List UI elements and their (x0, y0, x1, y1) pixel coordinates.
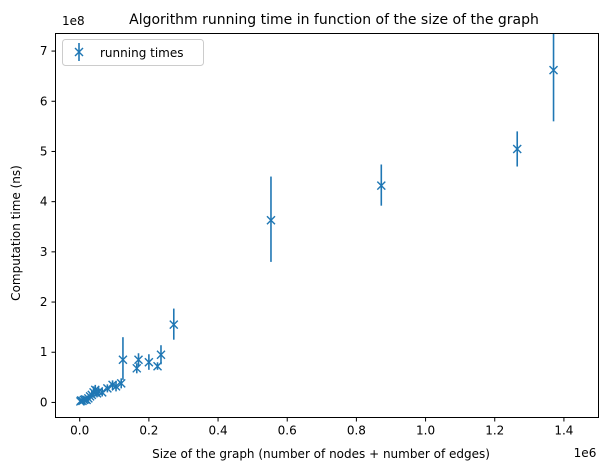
x-tick-label: 0.2 (139, 424, 158, 438)
x-tick-label: 1.0 (416, 424, 435, 438)
data-point (102, 383, 112, 393)
y-tick-label: 7 (40, 44, 48, 58)
x-tick-label: 0.8 (347, 424, 366, 438)
y-tick-label: 5 (40, 144, 48, 158)
y-tick-label: 1 (40, 345, 48, 359)
x-tick-label: 0.0 (70, 424, 89, 438)
y-scale-label: 1e8 (62, 14, 85, 28)
legend-box (62, 39, 204, 66)
plot-frame (55, 33, 599, 418)
x-tick-label: 1.2 (485, 424, 504, 438)
data-point (144, 357, 154, 367)
x-axis-label: Size of the graph (number of nodes + num… (152, 447, 490, 461)
y-tick-label: 0 (40, 395, 48, 409)
legend: running times (62, 39, 204, 66)
x-tick-label: 0.6 (278, 424, 297, 438)
data-point (266, 215, 276, 225)
data-point (512, 144, 522, 154)
data-point (376, 181, 386, 191)
data-point (134, 355, 144, 365)
y-tick-label: 6 (40, 94, 48, 108)
data-point (132, 363, 142, 373)
x-tick-label: 0.4 (209, 424, 228, 438)
legend-label: running times (100, 46, 183, 60)
data-point (169, 320, 179, 330)
data-point (97, 387, 107, 397)
y-tick-label: 3 (40, 245, 48, 259)
y-axis-ticks: 0 1 2 3 4 5 6 7 (40, 44, 56, 409)
y-axis-label: Computation time (ns) (9, 165, 23, 301)
data-point (549, 65, 559, 75)
data-point (156, 350, 166, 360)
x-scale-label: 1e6 (574, 446, 597, 460)
chart-title: Algorithm running time in function of th… (129, 12, 539, 28)
plot-data (75, 33, 559, 406)
data-point (118, 355, 128, 365)
data-point (111, 381, 121, 391)
y-tick-label: 4 (40, 195, 48, 209)
x-tick-label: 1.4 (554, 424, 573, 438)
legend-marker (74, 43, 84, 61)
x-axis-ticks: 0.0 0.2 0.4 0.6 0.8 1.0 1.2 1.4 (70, 417, 573, 438)
data-point (116, 378, 126, 388)
y-tick-label: 2 (40, 295, 48, 309)
